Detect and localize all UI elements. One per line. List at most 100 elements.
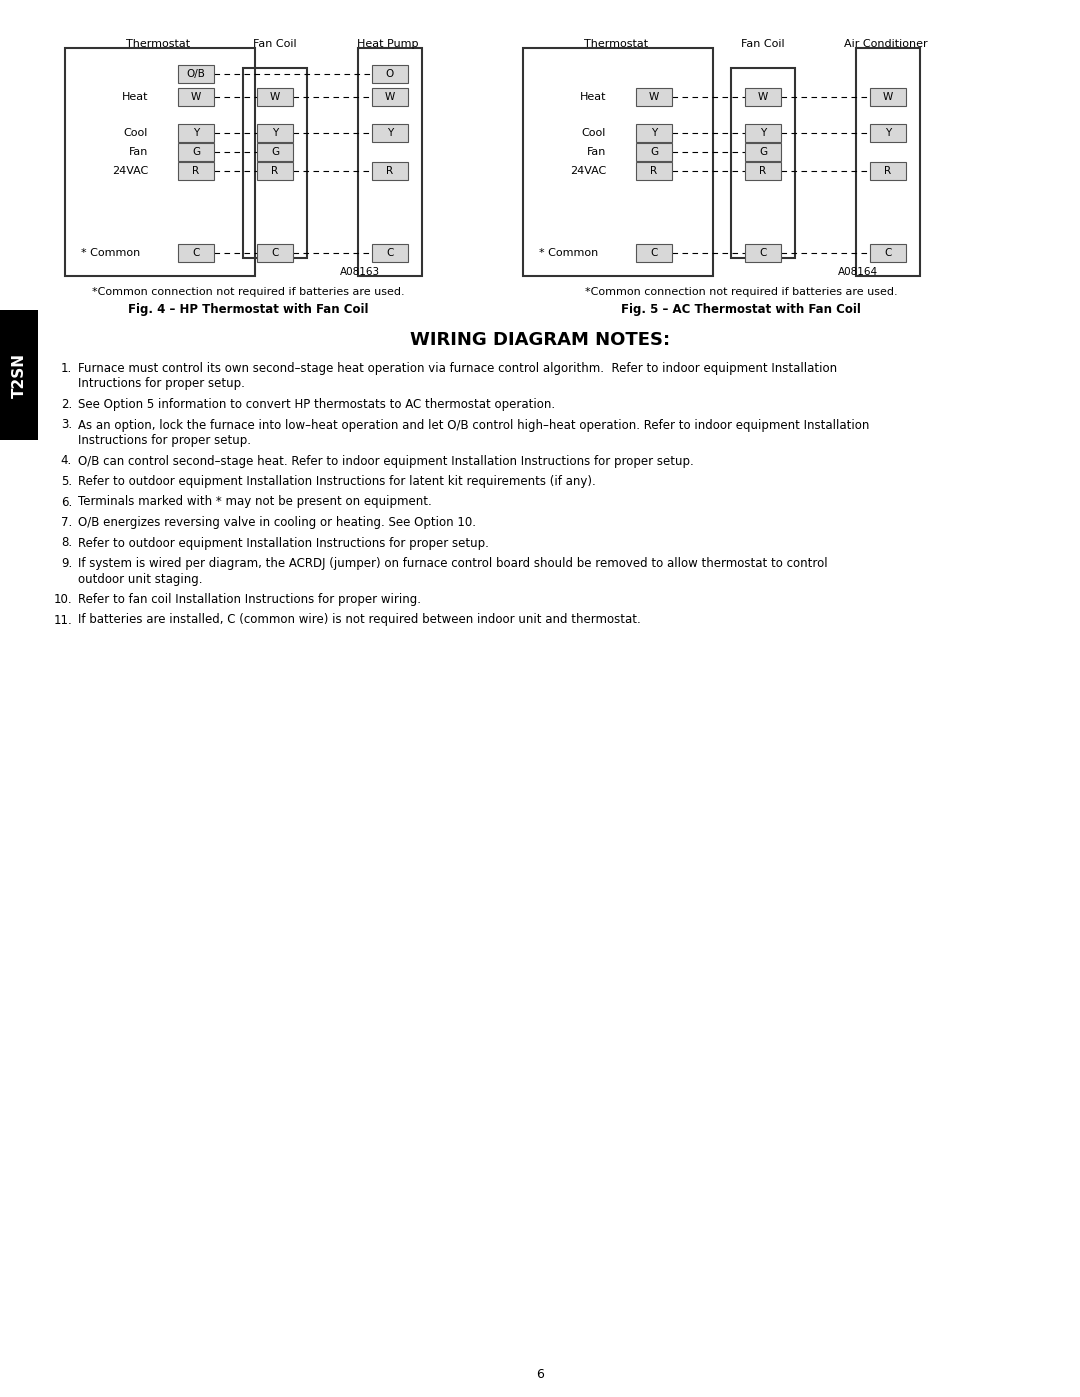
Text: W: W <box>270 92 280 102</box>
Bar <box>357 47 422 277</box>
Text: G: G <box>759 147 767 156</box>
Text: R: R <box>759 166 767 176</box>
Text: R: R <box>650 166 658 176</box>
Text: *Common connection not required if batteries are used.: *Common connection not required if batte… <box>92 286 404 298</box>
Bar <box>745 162 781 180</box>
Text: Fan Coil: Fan Coil <box>253 39 297 49</box>
Text: 9.: 9. <box>60 557 72 570</box>
Text: G: G <box>271 147 279 156</box>
Text: C: C <box>759 249 767 258</box>
Text: Fig. 4 – HP Thermostat with Fan Coil: Fig. 4 – HP Thermostat with Fan Coil <box>127 303 368 317</box>
Bar <box>636 244 672 263</box>
Text: Fan: Fan <box>586 147 606 156</box>
Bar <box>870 124 906 142</box>
Text: Y: Y <box>885 129 891 138</box>
Bar <box>372 66 408 82</box>
Text: R: R <box>387 166 393 176</box>
Text: 10.: 10. <box>53 592 72 606</box>
Bar <box>257 162 293 180</box>
Text: 1.: 1. <box>60 362 72 374</box>
Text: 11.: 11. <box>53 613 72 626</box>
Bar <box>178 244 214 263</box>
Text: G: G <box>650 147 658 156</box>
Text: *Common connection not required if batteries are used.: *Common connection not required if batte… <box>584 286 897 298</box>
Text: R: R <box>885 166 892 176</box>
Bar <box>178 66 214 82</box>
Bar <box>178 124 214 142</box>
Bar <box>178 162 214 180</box>
Text: Y: Y <box>651 129 657 138</box>
Text: W: W <box>882 92 893 102</box>
Bar <box>372 88 408 106</box>
Text: R: R <box>271 166 279 176</box>
Bar <box>178 142 214 161</box>
Text: T2SN: T2SN <box>12 352 27 398</box>
Text: Refer to fan coil Installation Instructions for proper wiring.: Refer to fan coil Installation Instructi… <box>78 592 421 606</box>
Text: W: W <box>758 92 768 102</box>
Text: Furnace must control its own second–stage heat operation via furnace control alg: Furnace must control its own second–stag… <box>78 362 837 374</box>
Text: Instructions for proper setup.: Instructions for proper setup. <box>78 434 251 447</box>
Bar <box>856 47 920 277</box>
Text: 8.: 8. <box>60 536 72 549</box>
Bar <box>731 68 795 258</box>
Bar <box>745 124 781 142</box>
Text: * Common: * Common <box>539 249 598 258</box>
Text: * Common: * Common <box>81 249 140 258</box>
Text: Cool: Cool <box>123 129 148 138</box>
Bar <box>636 162 672 180</box>
Text: Refer to outdoor equipment Installation Instructions for proper setup.: Refer to outdoor equipment Installation … <box>78 536 489 549</box>
Text: Fan Coil: Fan Coil <box>741 39 785 49</box>
Text: Heat: Heat <box>580 92 606 102</box>
Bar <box>523 47 713 277</box>
Text: 24VAC: 24VAC <box>111 166 148 176</box>
Text: W: W <box>384 92 395 102</box>
Text: Y: Y <box>193 129 199 138</box>
Text: outdoor unit staging.: outdoor unit staging. <box>78 573 203 585</box>
Text: 5.: 5. <box>60 475 72 488</box>
Text: O/B can control second–stage heat. Refer to indoor equipment Installation Instru: O/B can control second–stage heat. Refer… <box>78 454 693 468</box>
Text: W: W <box>191 92 201 102</box>
Text: C: C <box>885 249 892 258</box>
Bar <box>0 310 38 440</box>
Bar <box>745 88 781 106</box>
Text: Y: Y <box>760 129 766 138</box>
Bar <box>870 162 906 180</box>
Text: W: W <box>649 92 659 102</box>
Bar <box>257 142 293 161</box>
Bar <box>372 162 408 180</box>
Text: C: C <box>387 249 394 258</box>
Text: Thermostat: Thermostat <box>584 39 648 49</box>
Text: 4.: 4. <box>60 454 72 468</box>
Text: 6: 6 <box>536 1369 544 1382</box>
Text: 24VAC: 24VAC <box>570 166 606 176</box>
Text: G: G <box>192 147 200 156</box>
Text: 7.: 7. <box>60 515 72 529</box>
Text: O/B energizes reversing valve in cooling or heating. See Option 10.: O/B energizes reversing valve in cooling… <box>78 515 476 529</box>
Text: Air Conditioner: Air Conditioner <box>845 39 928 49</box>
Text: O: O <box>386 68 394 80</box>
Text: See Option 5 information to convert HP thermostats to AC thermostat operation.: See Option 5 information to convert HP t… <box>78 398 555 411</box>
Text: Fig. 5 – AC Thermostat with Fan Coil: Fig. 5 – AC Thermostat with Fan Coil <box>621 303 861 317</box>
Text: C: C <box>650 249 658 258</box>
Bar <box>65 47 255 277</box>
Text: O/B: O/B <box>187 68 205 80</box>
Bar <box>870 244 906 263</box>
Text: C: C <box>271 249 279 258</box>
Text: Terminals marked with * may not be present on equipment.: Terminals marked with * may not be prese… <box>78 496 432 509</box>
Text: R: R <box>192 166 200 176</box>
Text: Cool: Cool <box>582 129 606 138</box>
Text: If batteries are installed, C (common wire) is not required between indoor unit : If batteries are installed, C (common wi… <box>78 613 640 626</box>
Bar <box>257 244 293 263</box>
Text: Refer to outdoor equipment Installation Instructions for latent kit requirements: Refer to outdoor equipment Installation … <box>78 475 596 488</box>
Bar <box>257 88 293 106</box>
Bar <box>636 142 672 161</box>
Text: Heat Pump: Heat Pump <box>357 39 419 49</box>
Text: A08163: A08163 <box>340 267 380 277</box>
Bar <box>745 142 781 161</box>
Bar <box>372 124 408 142</box>
Text: 6.: 6. <box>60 496 72 509</box>
Text: Heat: Heat <box>121 92 148 102</box>
Text: WIRING DIAGRAM NOTES:: WIRING DIAGRAM NOTES: <box>410 331 670 349</box>
Text: Y: Y <box>272 129 279 138</box>
Bar <box>745 244 781 263</box>
